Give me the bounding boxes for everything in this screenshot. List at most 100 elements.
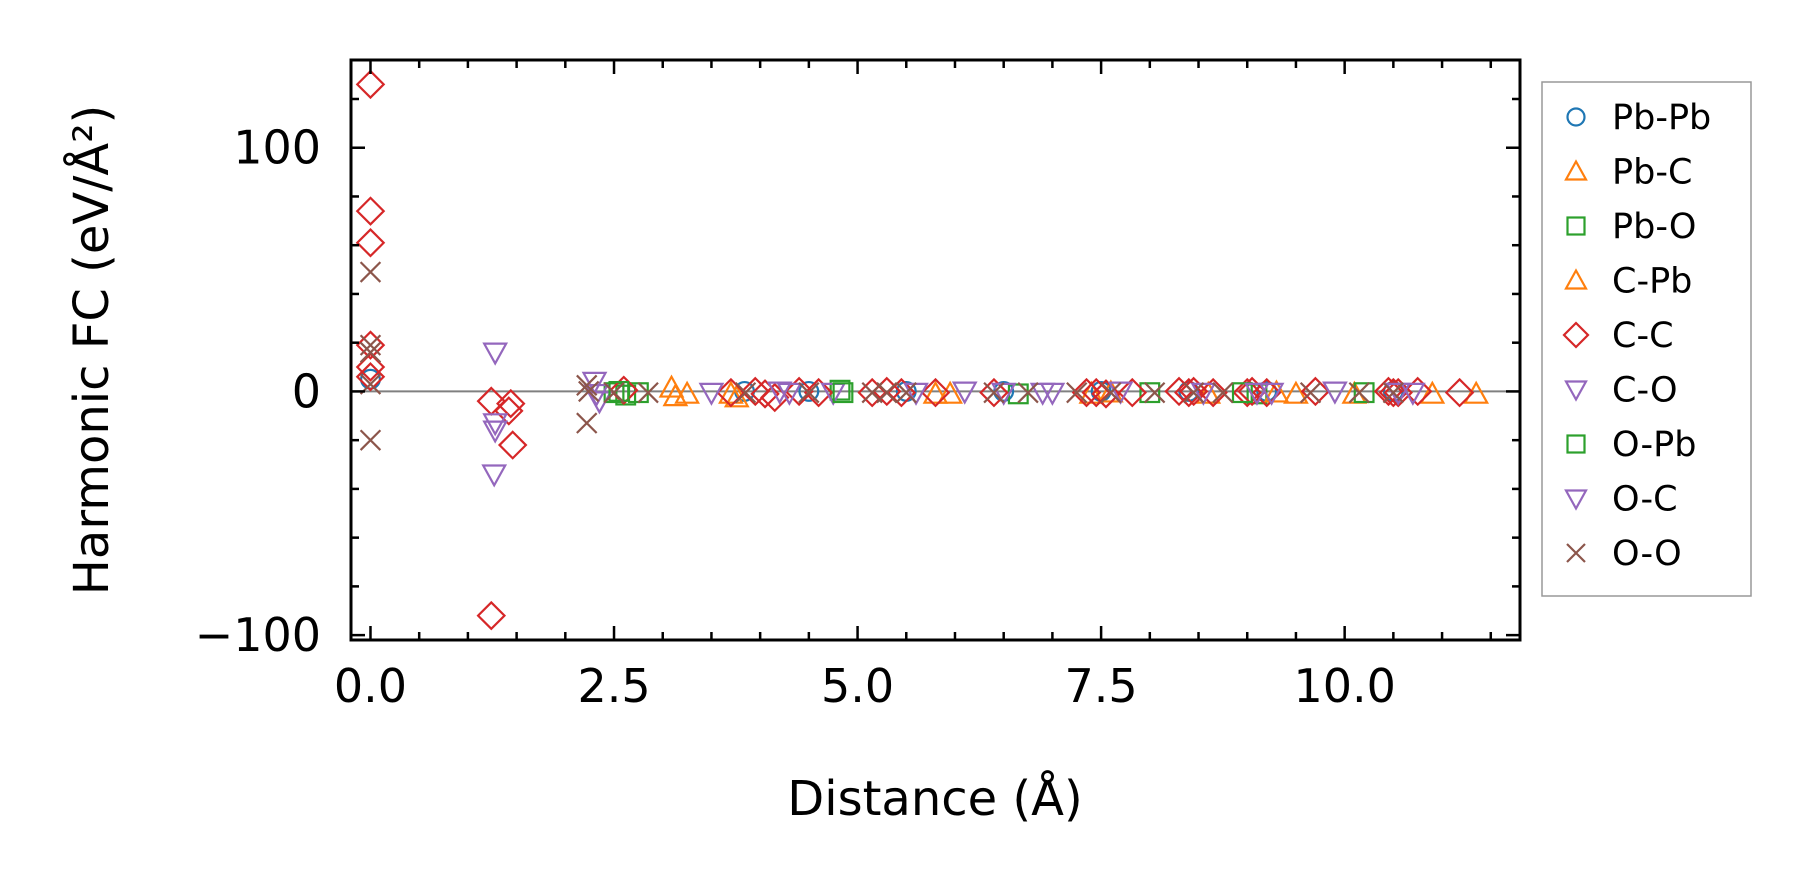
data-point: [1373, 376, 1404, 407]
legend-label: C-C: [1612, 316, 1674, 356]
legend-item: C-C: [1562, 316, 1674, 356]
data-point: [798, 380, 820, 402]
data-point: [876, 381, 898, 404]
data-point: [1178, 376, 1209, 407]
data-point: [359, 341, 382, 364]
legend-entries: Pb-Pb Pb-C Pb-O C-Pb C-C C-O O-Pb O-C O-O: [1562, 98, 1711, 574]
data-point: [1100, 381, 1122, 404]
data-point: [1300, 376, 1331, 407]
data-point: [983, 381, 1005, 404]
data-point: [784, 376, 814, 407]
data-point: [979, 377, 1009, 408]
data-point: [482, 342, 509, 366]
x-tick-label: 10.0: [1293, 659, 1395, 713]
ticks-layer: [351, 60, 1520, 640]
legend-item: O-O: [1566, 534, 1682, 574]
data-point: [776, 382, 803, 406]
legend-label: C-Pb: [1612, 262, 1692, 302]
data-point: [609, 375, 639, 405]
data-point: [482, 420, 509, 444]
data-point: [1258, 382, 1285, 406]
data-point: [637, 381, 659, 404]
legend-marker: [1564, 159, 1588, 181]
data-point: [803, 377, 834, 408]
legend-item: Pb-C: [1564, 153, 1692, 193]
data-point: [698, 382, 725, 406]
legend-label: Pb-Pb: [1612, 98, 1711, 138]
legend-item: C-O: [1564, 371, 1678, 411]
data-point: [895, 381, 917, 404]
data-point: [576, 412, 598, 434]
data-point: [1263, 379, 1290, 403]
data-point: [718, 380, 744, 404]
data-points-layer: [355, 69, 1490, 631]
data-point: [674, 380, 700, 404]
data-point: [920, 377, 951, 408]
data-point: [740, 376, 771, 407]
data-point: [922, 380, 949, 404]
data-point: [482, 413, 509, 437]
plot-frame: [349, 58, 1522, 642]
legend-label: C-O: [1612, 371, 1678, 411]
data-point: [1029, 382, 1056, 406]
data-point: [1399, 382, 1426, 406]
data-point: [798, 381, 820, 404]
data-point: [1066, 381, 1088, 404]
data-point: [766, 381, 793, 405]
data-point: [578, 380, 600, 403]
data-point: [1182, 381, 1205, 404]
data-point: [1244, 382, 1270, 406]
legend-frame: [1541, 81, 1752, 597]
legend-item: Pb-O: [1566, 207, 1696, 247]
legend-marker: [1566, 434, 1586, 454]
data-point: [1078, 380, 1105, 404]
data-point: [1348, 381, 1370, 404]
legend-marker: [1564, 489, 1588, 511]
data-point: [1283, 380, 1309, 404]
data-point: [1382, 381, 1405, 404]
data-point: [832, 382, 854, 404]
data-point: [1198, 377, 1228, 408]
x-tick-label: 7.5: [1065, 659, 1138, 713]
legend-marker: [1562, 321, 1590, 349]
legend-label: Pb-O: [1612, 207, 1696, 247]
data-point: [355, 330, 386, 360]
y-axis-title: Harmonic FC (eV/Å²): [63, 105, 120, 595]
data-point: [359, 334, 382, 356]
tick-labels-layer: 0.0 2.5 5.0 7.5 10.0 −100 0 100: [195, 121, 1396, 713]
data-point: [1139, 382, 1161, 404]
x-tick-label: 5.0: [821, 659, 894, 713]
legend-label: O-O: [1612, 534, 1682, 574]
y-tick-label: 0: [292, 364, 321, 418]
legend-marker: [1566, 107, 1586, 127]
x-tick-label: 0.0: [334, 659, 407, 713]
data-point: [1402, 376, 1433, 407]
series-c-c: [355, 69, 1475, 631]
legend-label: Pb-C: [1612, 153, 1692, 193]
data-point: [1117, 377, 1148, 408]
data-point: [1144, 381, 1166, 404]
x-tick-label: 2.5: [577, 659, 650, 713]
data-point: [496, 388, 526, 419]
data-point: [1299, 381, 1322, 404]
data-point: [355, 196, 386, 226]
data-point: [1251, 377, 1282, 408]
data-point: [608, 380, 630, 402]
data-point: [481, 464, 508, 488]
data-point: [1444, 377, 1475, 408]
data-point: [750, 379, 780, 409]
data-point: [1353, 382, 1375, 404]
data-point: [355, 69, 386, 100]
data-point: [359, 261, 382, 283]
data-point: [1071, 377, 1102, 408]
legend-label: O-C: [1612, 480, 1678, 520]
data-point: [497, 430, 528, 460]
legend: Pb-Pb Pb-C Pb-O C-Pb C-C C-O O-Pb O-C O-O: [1541, 81, 1752, 597]
legend-marker: [1564, 268, 1588, 290]
data-point: [476, 600, 507, 631]
legend-marker: [1566, 543, 1586, 563]
y-tick-label: −100: [195, 608, 321, 662]
data-point: [359, 429, 382, 451]
